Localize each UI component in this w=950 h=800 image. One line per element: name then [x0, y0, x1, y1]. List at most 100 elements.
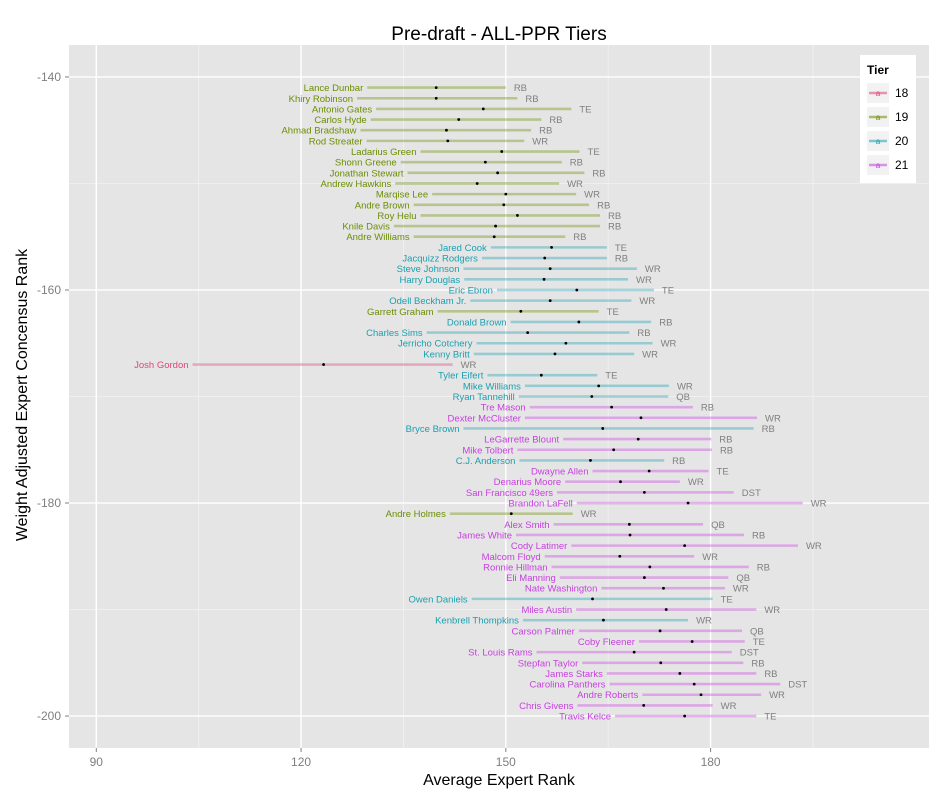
player-name-label: Eric Ebron [449, 285, 493, 296]
avg-rank-point [434, 96, 438, 100]
player-row: Carson Palmer QB [511, 626, 763, 637]
legend-entry: a 19 [867, 107, 909, 127]
avg-rank-point [618, 554, 622, 558]
position-label: WR [581, 509, 597, 520]
position-label: WR [765, 413, 781, 424]
position-label: TE [764, 712, 776, 723]
position-label: WR [461, 360, 477, 371]
avg-rank-point [445, 128, 448, 132]
avg-rank-point [509, 512, 513, 516]
player-row: James White RB [457, 530, 765, 541]
avg-rank-point [597, 384, 601, 388]
player-row: St. Louis Rams DST [468, 648, 759, 659]
player-name-label: Andre Brown [355, 200, 410, 211]
player-name-label: Dexter McCluster [448, 413, 521, 424]
avg-rank-point [601, 427, 605, 430]
avg-rank-point [686, 501, 690, 505]
player-name-label: Carolina Panthers [530, 680, 606, 691]
position-label: TE [721, 594, 733, 605]
player-name-label: Ahmad Bradshaw [281, 126, 356, 137]
avg-rank-point [662, 586, 665, 590]
avg-rank-point [504, 192, 508, 196]
player-name-label: Ryan Tannehill [453, 392, 515, 403]
position-label: WR [642, 349, 658, 360]
position-label: RB [757, 562, 770, 573]
avg-rank-point [699, 693, 703, 697]
player-row: Carolina Panthers DST [530, 680, 808, 691]
player-name-label: Antonio Gates [312, 104, 372, 115]
player-name-label: Kenbrell Thompkins [435, 616, 519, 627]
player-name-label: Brandon LaFell [508, 499, 572, 510]
position-label: TE [579, 104, 591, 115]
player-name-label: Jacquizz Rodgers [402, 254, 478, 265]
avg-rank-point [322, 363, 325, 366]
player-name-label: Tyler Eifert [438, 371, 484, 382]
y-tick-label: -180 [37, 496, 61, 510]
position-label: RB [608, 211, 621, 222]
avg-rank-point [648, 565, 652, 569]
avg-rank-point [632, 650, 636, 654]
player-row: Rod Streater WR [309, 136, 549, 147]
player-name-label: Nate Washington [525, 584, 598, 595]
player-name-label: Marqise Lee [376, 190, 428, 201]
position-label: QB [736, 573, 750, 584]
avg-rank-point [564, 341, 568, 345]
y-axis-label: Weight Adjusted Expert Concensus Rank [14, 248, 31, 541]
position-label: RB [573, 232, 586, 243]
player-row: San Francisco 49ers DST [466, 488, 761, 499]
position-label: RB [615, 254, 628, 265]
position-label: WR [806, 541, 822, 552]
avg-rank-point [664, 608, 668, 611]
legend-title: Tier [867, 63, 889, 77]
player-row: Travis Kelce TE [559, 712, 776, 723]
position-label: RB [514, 83, 527, 94]
avg-rank-point [658, 629, 662, 633]
avg-rank-point [602, 618, 605, 622]
position-label: RB [659, 317, 672, 328]
player-name-label: Khiry Robinson [289, 94, 353, 105]
player-name-label: Kenny Britt [423, 349, 470, 360]
player-row: Steve Johnson WR [397, 264, 661, 275]
player-row: Andre Roberts WR [577, 690, 785, 701]
position-label: WR [639, 296, 655, 307]
player-row: Roy Helu RB [377, 211, 621, 222]
legend-key-glyph: a [876, 137, 881, 146]
position-label: RB [539, 126, 552, 137]
player-row: Bryce Brown RB [406, 424, 775, 435]
player-row: Eric Ebron TE [449, 285, 674, 296]
player-name-label: Charles Sims [366, 328, 423, 339]
avg-rank-point [494, 224, 497, 228]
avg-rank-point [475, 182, 479, 185]
player-row: Brandon LaFell WR [508, 499, 826, 510]
avg-rank-point [519, 309, 523, 313]
x-axis-label: Average Expert Rank [423, 772, 576, 789]
position-label: RB [637, 328, 650, 339]
player-name-label: Andre Williams [346, 232, 410, 243]
player-row: Andrew Hawkins WR [321, 179, 584, 190]
player-row: Jared Cook TE [438, 243, 627, 254]
player-row: Jonathan Stewart RB [330, 168, 606, 179]
x-tick-label: 120 [291, 755, 311, 769]
player-name-label: Andre Roberts [577, 690, 639, 701]
player-row: Garrett Graham TE [367, 307, 619, 318]
player-name-label: Travis Kelce [559, 712, 611, 723]
player-row: LeGarrette Blount RB [484, 435, 732, 446]
position-label: DST [742, 488, 761, 499]
position-label: WR [702, 552, 718, 563]
player-name-label: Bryce Brown [406, 424, 460, 435]
position-label: QB [711, 520, 725, 531]
position-label: RB [752, 530, 765, 541]
legend-entry: a 18 [867, 83, 909, 103]
avg-rank-point [500, 150, 504, 153]
position-label: WR [696, 616, 712, 627]
player-name-label: Jared Cook [438, 243, 487, 254]
avg-rank-point [590, 395, 594, 398]
player-row: Shonn Greene RB [335, 158, 583, 169]
player-name-label: Carson Palmer [511, 626, 574, 637]
avg-rank-point [628, 533, 632, 537]
player-row: Eli Manning QB [506, 573, 750, 584]
position-label: WR [811, 499, 827, 510]
player-name-label: Shonn Greene [335, 158, 397, 169]
player-name-label: Ronnie Hillman [483, 562, 547, 573]
